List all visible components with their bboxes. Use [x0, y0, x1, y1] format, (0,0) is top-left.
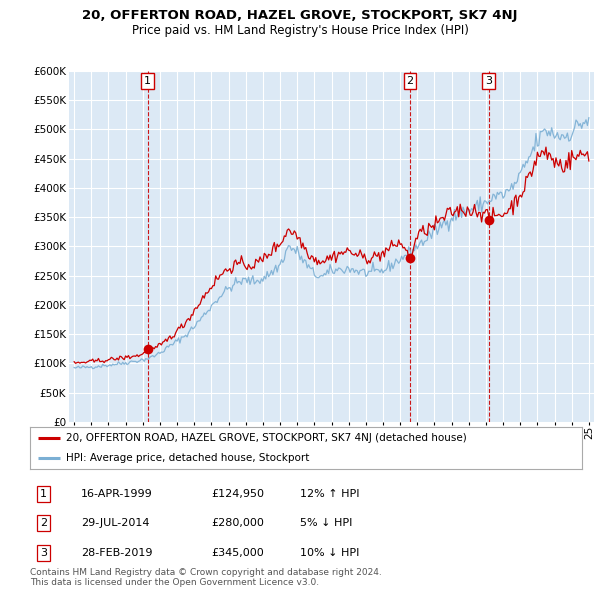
Text: Price paid vs. HM Land Registry's House Price Index (HPI): Price paid vs. HM Land Registry's House … [131, 24, 469, 37]
Text: 2: 2 [40, 519, 47, 528]
Text: 29-JUL-2014: 29-JUL-2014 [81, 519, 149, 528]
Text: HPI: Average price, detached house, Stockport: HPI: Average price, detached house, Stoc… [66, 453, 309, 463]
Text: Contains HM Land Registry data © Crown copyright and database right 2024.: Contains HM Land Registry data © Crown c… [30, 568, 382, 577]
Text: £345,000: £345,000 [211, 548, 264, 558]
Text: 10% ↓ HPI: 10% ↓ HPI [300, 548, 359, 558]
Text: 1: 1 [144, 76, 151, 86]
Text: 12% ↑ HPI: 12% ↑ HPI [300, 489, 359, 499]
Text: 16-APR-1999: 16-APR-1999 [81, 489, 153, 499]
Text: 3: 3 [485, 76, 492, 86]
Text: 1: 1 [40, 489, 47, 499]
Text: 28-FEB-2019: 28-FEB-2019 [81, 548, 152, 558]
Text: £124,950: £124,950 [211, 489, 264, 499]
Text: 20, OFFERTON ROAD, HAZEL GROVE, STOCKPORT, SK7 4NJ (detached house): 20, OFFERTON ROAD, HAZEL GROVE, STOCKPOR… [66, 433, 467, 443]
Text: 20, OFFERTON ROAD, HAZEL GROVE, STOCKPORT, SK7 4NJ: 20, OFFERTON ROAD, HAZEL GROVE, STOCKPOR… [82, 9, 518, 22]
Text: This data is licensed under the Open Government Licence v3.0.: This data is licensed under the Open Gov… [30, 578, 319, 587]
Text: 5% ↓ HPI: 5% ↓ HPI [300, 519, 352, 528]
Text: 2: 2 [406, 76, 413, 86]
Text: £280,000: £280,000 [211, 519, 264, 528]
Text: 3: 3 [40, 548, 47, 558]
